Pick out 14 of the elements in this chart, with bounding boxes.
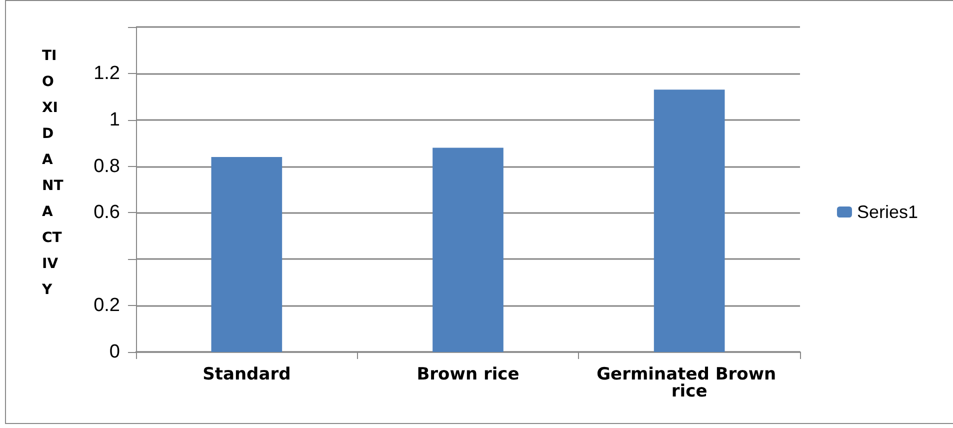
y-tick-label: 0.8 xyxy=(94,156,120,177)
legend-label: Series1 xyxy=(856,202,918,222)
bar xyxy=(211,157,282,352)
x-tick-label: Brown rice xyxy=(416,364,520,384)
bar xyxy=(432,148,504,352)
text: TI O XI D A NT A CT IV Y xyxy=(42,48,64,298)
y-tick-label: 0 xyxy=(109,342,120,362)
x-tick-label: Germinated Brown rice xyxy=(596,364,782,402)
y-tick-label: 1.2 xyxy=(94,62,120,84)
x-tick-label: Standard xyxy=(202,364,291,384)
bar xyxy=(654,90,725,352)
y-tick-label: 1 xyxy=(109,109,120,130)
y-tick-label: 0.2 xyxy=(94,295,120,316)
y-tick-label: 0.6 xyxy=(94,202,120,224)
